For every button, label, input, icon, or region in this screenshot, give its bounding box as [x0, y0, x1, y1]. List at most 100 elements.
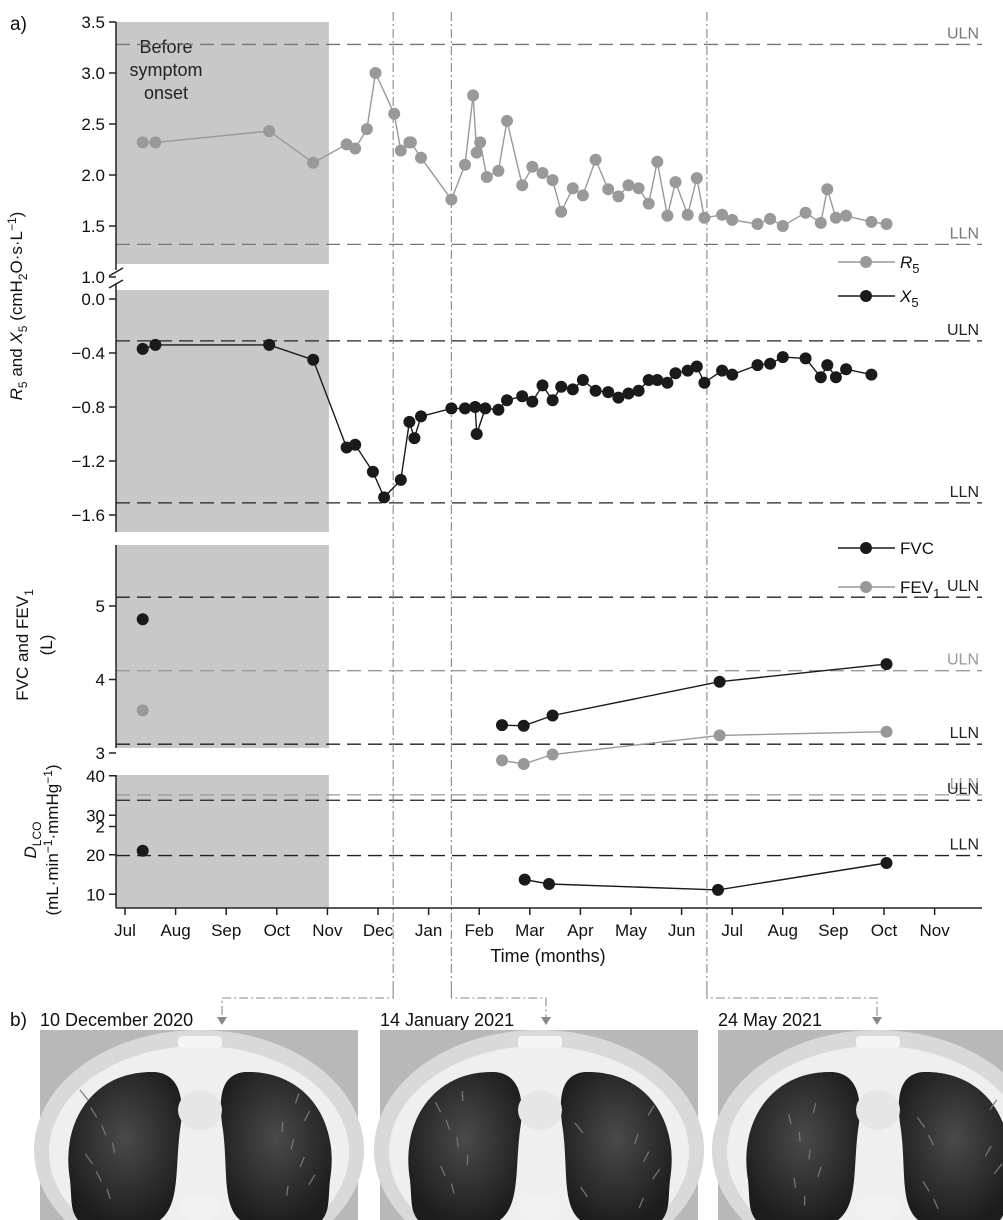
r5-point	[589, 153, 602, 166]
dlco-point	[136, 844, 149, 857]
fev1-legend-label: FEV1	[900, 578, 940, 601]
x5-point	[516, 390, 529, 403]
spine	[178, 1194, 222, 1220]
r5-point	[415, 151, 427, 164]
x5-point	[840, 363, 853, 376]
r5-point	[632, 182, 645, 195]
r5-point	[661, 209, 674, 222]
r5-point	[404, 136, 417, 149]
fvc-axis-label: FVC and FEV1	[13, 589, 36, 701]
x-tick-label: Jun	[668, 921, 695, 940]
r5-point	[516, 179, 529, 192]
x5-point	[602, 386, 615, 399]
ct-connector	[706, 990, 878, 1017]
x5-point	[632, 384, 645, 397]
x5-point	[408, 432, 421, 445]
x5-lln-label: LLN	[950, 484, 979, 501]
x5-tick-label: −0.4	[71, 344, 105, 363]
x5-uln-label: ULN	[947, 322, 979, 339]
r5-point	[388, 107, 401, 120]
r5-point	[602, 183, 615, 196]
r5-point	[445, 193, 458, 206]
dlco-lln-label: LLN	[950, 837, 979, 854]
r5-point	[394, 144, 407, 157]
right-lung	[68, 1071, 182, 1220]
fvc-tick-label: 4	[96, 671, 105, 690]
r5-point	[865, 215, 878, 228]
r5-lln-label: LLN	[950, 225, 979, 242]
r5-point	[821, 183, 834, 196]
left-lung	[560, 1071, 672, 1220]
fvc-point	[517, 719, 530, 732]
r5-point	[263, 125, 276, 138]
x-tick-label: Jan	[415, 921, 442, 940]
x5-point	[378, 491, 391, 504]
r5-point	[776, 220, 789, 232]
ct-date-2: 14 January 2021	[380, 1010, 514, 1030]
left-lung	[220, 1071, 332, 1220]
x5-point	[576, 374, 589, 386]
x5-point	[149, 338, 162, 351]
x5-point	[726, 368, 739, 381]
x-tick-label: Dec	[363, 921, 394, 940]
r5-point	[612, 190, 625, 203]
r5-point	[501, 114, 513, 127]
fvc-axis-unit: (L)	[37, 635, 56, 656]
x5-point	[479, 402, 492, 415]
dlco-point	[543, 878, 555, 890]
r5-point	[716, 208, 729, 221]
x5-legend-marker	[860, 290, 872, 302]
fev1-legend-marker	[860, 581, 872, 593]
sternum	[856, 1036, 900, 1048]
axes: 1.0 1.5 2.0 2.5 3.0 3.5 0.0 −0.4 −0.8 −1.2 −1.6 2 3 4…	[71, 13, 982, 940]
x-tick-label: Sep	[211, 921, 241, 940]
x5-point	[829, 371, 842, 384]
ct-connector	[450, 990, 547, 1017]
fvc-point	[136, 613, 149, 626]
r5-tick-label: 2.5	[81, 115, 105, 134]
fvc-legend-label: FVC	[900, 539, 934, 558]
x5-point	[566, 383, 579, 396]
r5-point	[536, 167, 549, 179]
sternum	[518, 1036, 562, 1048]
before-symptom-onset-label: Before symptom onset	[129, 37, 202, 103]
r5-point	[651, 155, 664, 168]
dlco-tick-label: 40	[86, 767, 105, 786]
x5-legend-label: X5	[899, 287, 919, 310]
dlco-point	[712, 883, 724, 896]
x5-point	[612, 391, 625, 404]
x5-point	[394, 473, 407, 486]
shade-rect	[116, 775, 329, 908]
r5-point	[751, 218, 764, 230]
x5-point	[661, 376, 674, 389]
x5-point	[698, 376, 711, 389]
fev1-point	[546, 748, 559, 761]
x5-point	[349, 438, 362, 451]
x5-point	[776, 351, 789, 364]
x5-tick-label: 0.0	[81, 290, 105, 309]
ct-image-2	[374, 1030, 704, 1220]
r5-x5-axis-label: R5 and X5 (cmH2O·s·L−1)	[5, 212, 30, 401]
r5-point	[880, 218, 893, 230]
fvc-point	[496, 719, 508, 732]
r5-point	[840, 209, 853, 222]
shade-label-line3: onset	[144, 83, 188, 103]
aorta	[518, 1090, 562, 1130]
x5-point	[366, 465, 379, 478]
r5-tick-label: 2.0	[81, 166, 105, 185]
ct-arrow	[872, 1017, 882, 1025]
y-axis-labels: R5 and X5 (cmH2O·s·L−1) FVC and FEV1(L) DL…	[5, 212, 62, 916]
sternum	[178, 1036, 222, 1048]
spine	[518, 1194, 562, 1220]
r5-point	[149, 136, 162, 149]
x5-point	[415, 410, 427, 423]
r5-tick-label: 1.0	[81, 268, 105, 287]
spine	[856, 1194, 900, 1220]
shaded-regions	[116, 22, 329, 908]
dlco-tick-label: 30	[86, 806, 105, 825]
x-tick-label: May	[615, 921, 648, 940]
r5-point	[690, 172, 703, 185]
left-lung	[898, 1071, 1003, 1220]
dlco-axis-unit: (mL·min−1·mmHg−1)	[41, 764, 62, 915]
fev1-lln-label: LLN	[950, 776, 979, 793]
